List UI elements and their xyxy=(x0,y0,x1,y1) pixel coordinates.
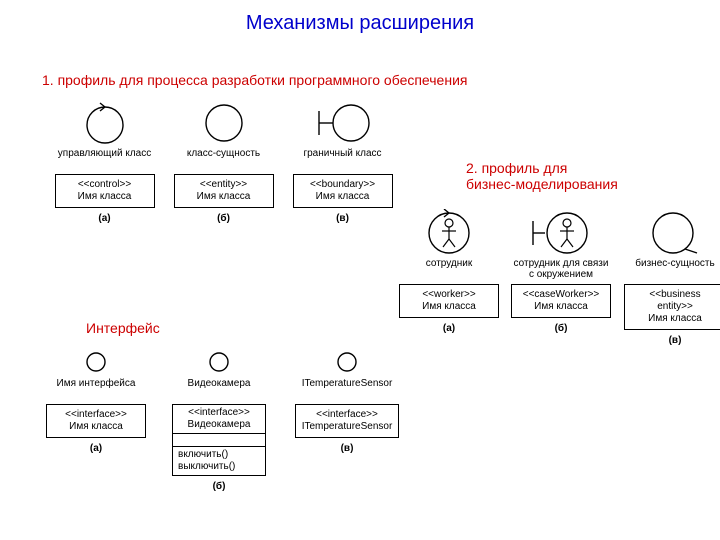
class-name: Имя класса xyxy=(300,191,386,203)
business-entity-icon xyxy=(649,210,701,256)
section2-item-caseworker: сотрудник для связи с окружением <<caseW… xyxy=(506,210,616,346)
class-name: ITemperatureSensor xyxy=(302,421,393,433)
stereotype-box: <<caseWorker>> Имя класса xyxy=(511,284,611,318)
entity-icon xyxy=(202,100,246,146)
cell-label: управляющий класс xyxy=(58,148,151,170)
stereo-text: <<boundary>> xyxy=(300,179,386,191)
letter: (б) xyxy=(555,323,568,334)
cell-label: граничный класс xyxy=(303,148,381,170)
caseworker-icon xyxy=(529,210,593,256)
cell-label: Имя интерфейса xyxy=(57,378,136,400)
letter: (а) xyxy=(98,213,110,224)
section1-group: управляющий класс <<control>> Имя класса… xyxy=(52,100,395,224)
page-title: Механизмы расширения xyxy=(0,12,720,35)
section2-item-business-entity: бизнес-сущность <<business entity>> Имя … xyxy=(624,210,720,346)
section1-heading: 1. профиль для процесса разработки прогр… xyxy=(42,72,467,88)
cell-label: ITemperatureSensor xyxy=(302,378,393,400)
stereotype-box: <<boundary>> Имя класса xyxy=(293,174,393,208)
cell-label: класс-сущность xyxy=(187,148,260,170)
letter: (б) xyxy=(213,481,226,492)
stereotype-box: <<interface>> Имя класса xyxy=(46,404,146,438)
stereotype-box: <<interface>> ITemperatureSensor xyxy=(295,404,400,438)
stereo-text: <<control>> xyxy=(62,179,148,191)
boundary-icon xyxy=(313,100,373,146)
stereotype-box: <<worker>> Имя класса xyxy=(399,284,499,318)
section3-item-c: ITemperatureSensor <<interface>> ITemper… xyxy=(292,348,402,454)
stereotype-box: <<business entity>> Имя класса xyxy=(624,284,720,330)
section2-group: сотрудник <<worker>> Имя класса (а) сотр… xyxy=(400,210,720,346)
section3-item-a: Имя интерфейса <<interface>> Имя класса … xyxy=(46,348,146,454)
interface-multi-box: <<interface>> Видеокамера включить() вык… xyxy=(172,404,266,476)
op-text: включить() xyxy=(178,449,260,461)
section1-item-entity: класс-сущность <<entity>> Имя класса (б) xyxy=(171,100,276,224)
section1-item-boundary: граничный класс <<boundary>> Имя класса … xyxy=(290,100,395,224)
small-circle-icon xyxy=(207,348,231,376)
letter: (б) xyxy=(217,213,230,224)
class-name: Видеокамера xyxy=(178,419,260,431)
class-name: Имя класса xyxy=(406,301,492,313)
section3-item-b: Видеокамера <<interface>> Видеокамера вк… xyxy=(164,348,274,492)
class-name: Имя класса xyxy=(62,191,148,203)
stereo-text: <<interface>> xyxy=(302,409,393,421)
op-text: выключить() xyxy=(178,461,260,473)
cell-label: сотрудник для связи с окружением xyxy=(514,258,609,280)
section2-item-worker: сотрудник <<worker>> Имя класса (а) xyxy=(400,210,498,346)
stereo-text: <<worker>> xyxy=(406,289,492,301)
small-circle-icon xyxy=(335,348,359,376)
stereo-text: <<interface>> xyxy=(53,409,139,421)
cell-label: Видеокамера xyxy=(188,378,251,400)
section3-group: Имя интерфейса <<interface>> Имя класса … xyxy=(46,348,402,492)
stereotype-box: <<control>> Имя класса xyxy=(55,174,155,208)
section2-heading: 2. профиль для бизнес-моделирования xyxy=(466,160,618,192)
letter: (в) xyxy=(341,443,354,454)
cell-label: сотрудник xyxy=(426,258,472,280)
class-name: Имя класса xyxy=(53,421,139,433)
section3-heading: Интерфейс xyxy=(86,320,160,336)
stereo-text: <<entity>> xyxy=(181,179,267,191)
cell-label: бизнес-сущность xyxy=(635,258,714,280)
stereo-text: <<caseWorker>> xyxy=(518,289,604,301)
letter: (в) xyxy=(669,335,682,346)
letter: (в) xyxy=(336,213,349,224)
control-icon xyxy=(83,100,127,146)
stereotype-box: <<entity>> Имя класса xyxy=(174,174,274,208)
letter: (а) xyxy=(443,323,455,334)
class-name: Имя класса xyxy=(631,313,719,325)
class-name: Имя класса xyxy=(518,301,604,313)
worker-icon xyxy=(425,210,473,256)
class-name: Имя класса xyxy=(181,191,267,203)
section1-item-control: управляющий класс <<control>> Имя класса… xyxy=(52,100,157,224)
letter: (а) xyxy=(90,443,102,454)
stereo-text: <<interface>> xyxy=(178,407,260,419)
stereo-text: <<business entity>> xyxy=(631,289,719,313)
small-circle-icon xyxy=(84,348,108,376)
